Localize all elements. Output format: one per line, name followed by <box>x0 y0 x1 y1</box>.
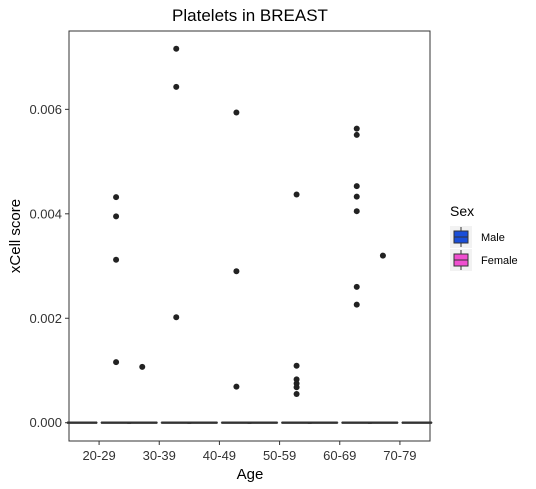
y-tick-label: 0.006 <box>29 102 62 117</box>
outlier-point <box>293 376 300 383</box>
y-axis-title: xCell score <box>7 199 24 273</box>
outlier-point <box>113 359 120 366</box>
x-tick-label: 70-79 <box>383 448 416 463</box>
x-tick-label: 50-59 <box>263 448 296 463</box>
outlier-point <box>353 183 360 190</box>
outlier-point <box>113 213 120 220</box>
outliers-layer <box>113 45 386 397</box>
outlier-point <box>353 283 360 290</box>
legend-title: Sex <box>450 203 474 219</box>
outlier-point <box>379 252 386 259</box>
chart-title: Platelets in BREAST <box>172 6 328 25</box>
y-tick-label: 0.002 <box>29 311 62 326</box>
outlier-point <box>353 125 360 132</box>
outlier-point <box>293 191 300 198</box>
outlier-point <box>233 109 240 116</box>
x-tick-label: 30-39 <box>143 448 176 463</box>
outlier-point <box>293 362 300 369</box>
x-axis-title: Age <box>237 466 264 483</box>
outlier-point <box>173 314 180 321</box>
outlier-point <box>113 256 120 263</box>
y-axis: 0.000 0.002 0.004 0.006 <box>29 102 69 430</box>
outlier-point <box>173 83 180 90</box>
plot-panel <box>68 30 431 442</box>
outlier-point <box>233 268 240 275</box>
outlier-point <box>233 383 240 390</box>
legend-label-female: Female <box>481 255 518 267</box>
legend: Sex Male Female <box>450 203 518 271</box>
x-axis: 20-29 30-39 40-49 50-59 60-69 70-79 <box>82 441 417 463</box>
outlier-point <box>293 390 300 397</box>
outlier-point <box>353 208 360 215</box>
outlier-point <box>113 194 120 201</box>
outlier-point <box>353 193 360 200</box>
y-tick-label: 0.000 <box>29 415 62 430</box>
outlier-point <box>353 301 360 308</box>
y-tick-label: 0.004 <box>29 206 62 221</box>
x-tick-label: 60-69 <box>323 448 356 463</box>
legend-label-male: Male <box>481 232 505 244</box>
outlier-point <box>173 45 180 52</box>
outlier-point <box>293 384 300 391</box>
x-tick-label: 20-29 <box>82 448 115 463</box>
outlier-point <box>139 363 146 370</box>
x-tick-label: 40-49 <box>203 448 236 463</box>
outlier-point <box>353 131 360 138</box>
